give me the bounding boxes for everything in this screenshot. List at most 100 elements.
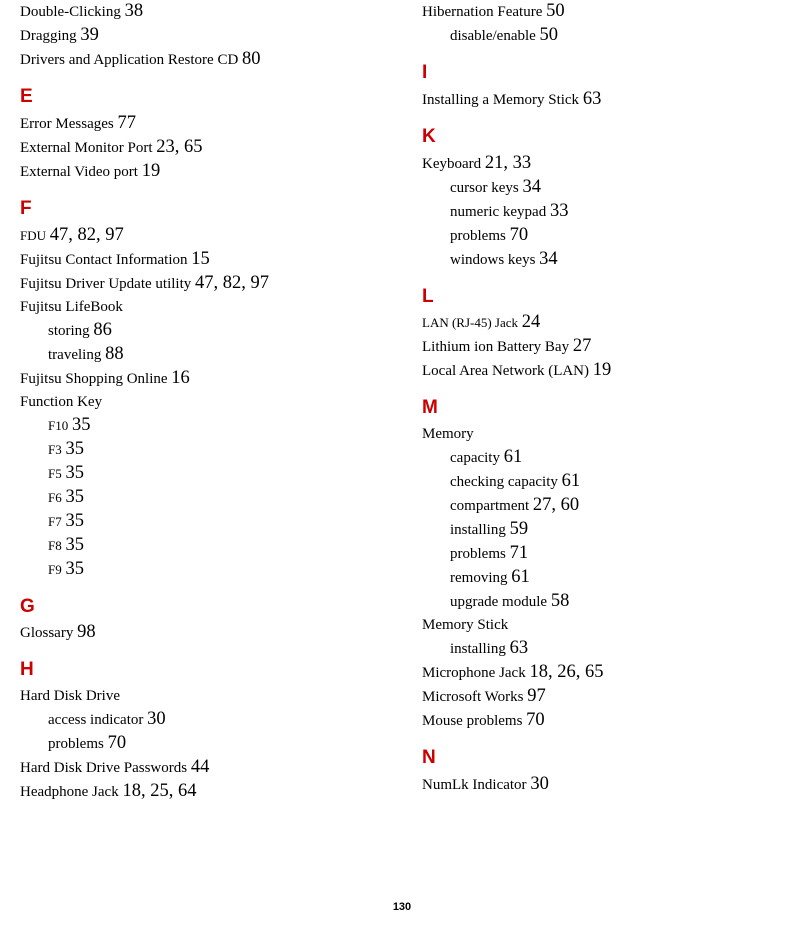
index-entry-label: Hard Disk Drive: [20, 688, 120, 704]
index-subentry: capacity 61: [422, 446, 784, 470]
index-entry: Hard Disk Drive: [20, 685, 382, 708]
index-entry-pages: 77: [117, 113, 136, 133]
index-entry-label: Glossary: [20, 625, 73, 641]
index-entry-pages: 35: [65, 559, 84, 579]
index-entry: Fujitsu Shopping Online 16: [20, 367, 382, 391]
index-entry-label: checking capacity: [450, 474, 558, 490]
index-entry-label: F6: [48, 490, 62, 505]
index-entry-label: Memory: [422, 426, 474, 442]
index-entry: FDU 47, 82, 97: [20, 224, 382, 248]
index-subentry: F3 35: [20, 438, 382, 462]
index-entry: Error Messages 77: [20, 112, 382, 136]
index-entry-pages: 61: [504, 447, 523, 467]
index-entry-pages: 30: [147, 709, 166, 729]
index-entry-pages: 21, 33: [485, 153, 531, 173]
index-entry-pages: 35: [72, 415, 91, 435]
index-subentry: F6 35: [20, 486, 382, 510]
index-entry-pages: 63: [510, 638, 529, 658]
index-entry-pages: 63: [583, 89, 602, 109]
index-entry: Memory: [422, 423, 784, 446]
index-letter-heading: L: [422, 286, 784, 309]
index-entry: Drivers and Application Restore CD 80: [20, 48, 382, 72]
index-entry: Dragging 39: [20, 24, 382, 48]
index-entry: Mouse problems 70: [422, 709, 784, 733]
index-entry-label: windows keys: [450, 252, 535, 268]
page-number: 130: [0, 901, 804, 913]
index-entry-label: F10: [48, 418, 68, 433]
index-entry-label: installing: [450, 641, 506, 657]
index-entry-label: removing: [450, 570, 508, 586]
index-entry-label: Hibernation Feature: [422, 4, 542, 20]
index-entry-label: compartment: [450, 498, 529, 514]
index-entry: Hard Disk Drive Passwords 44: [20, 756, 382, 780]
index-subentry: compartment 27, 60: [422, 494, 784, 518]
index-entry-pages: 35: [65, 487, 84, 507]
index-entry: Microphone Jack 18, 26, 65: [422, 661, 784, 685]
index-entry-pages: 71: [510, 543, 529, 563]
right-column: Hibernation Feature 50disable/enable 50I…: [422, 0, 784, 804]
index-subentry: problems 70: [20, 732, 382, 756]
index-entry: LAN (RJ-45) Jack 24: [422, 311, 784, 335]
index-subentry: F5 35: [20, 462, 382, 486]
index-entry: Hibernation Feature 50: [422, 0, 784, 24]
index-entry: Memory Stick: [422, 614, 784, 637]
index-entry-pages: 98: [77, 622, 96, 642]
index-entry-pages: 39: [80, 25, 99, 45]
index-entry-label: Lithium ion Battery Bay: [422, 339, 569, 355]
index-entry-pages: 44: [191, 757, 210, 777]
index-entry-pages: 33: [550, 201, 569, 221]
index-subentry: checking capacity 61: [422, 470, 784, 494]
index-entry-pages: 86: [93, 320, 112, 340]
index-entry-pages: 97: [527, 686, 546, 706]
index-entry-label: problems: [450, 228, 506, 244]
index-entry: Fujitsu Contact Information 15: [20, 248, 382, 272]
index-entry-pages: 35: [65, 463, 84, 483]
index-letter-heading: E: [20, 86, 382, 109]
index-subentry: F10 35: [20, 414, 382, 438]
index-entry-label: F8: [48, 538, 62, 553]
index-letter-heading: H: [20, 659, 382, 682]
index-entry-label: Keyboard: [422, 156, 481, 172]
index-entry-pages: 61: [562, 471, 581, 491]
index-entry-label: Memory Stick: [422, 617, 508, 633]
index-letter-heading: I: [422, 62, 784, 85]
index-letter-heading: N: [422, 747, 784, 770]
index-entry-pages: 70: [510, 225, 529, 245]
index-subentry: removing 61: [422, 566, 784, 590]
index-subentry: F8 35: [20, 534, 382, 558]
index-subentry: disable/enable 50: [422, 24, 784, 48]
index-entry: Fujitsu LifeBook: [20, 296, 382, 319]
index-entry-label: Microphone Jack: [422, 665, 526, 681]
index-entry-label: installing: [450, 522, 506, 538]
index-entry: External Video port 19: [20, 160, 382, 184]
index-subentry: problems 70: [422, 224, 784, 248]
index-entry: External Monitor Port 23, 65: [20, 136, 382, 160]
index-entry: Lithium ion Battery Bay 27: [422, 335, 784, 359]
index-entry-label: F7: [48, 514, 62, 529]
index-subentry: installing 59: [422, 518, 784, 542]
index-entry-label: Fujitsu LifeBook: [20, 299, 123, 315]
index-entry-pages: 58: [551, 591, 570, 611]
index-subentry: problems 71: [422, 542, 784, 566]
index-entry-pages: 50: [546, 1, 565, 21]
index-entry-label: access indicator: [48, 712, 143, 728]
index-entry-label: Local Area Network (LAN): [422, 363, 589, 379]
index-subentry: F7 35: [20, 510, 382, 534]
index-entry-label: problems: [450, 546, 506, 562]
left-column: Double-Clicking 38Dragging 39Drivers and…: [20, 0, 382, 804]
index-entry-label: Microsoft Works: [422, 689, 523, 705]
index-entry-pages: 59: [510, 519, 529, 539]
index-entry-label: Function Key: [20, 394, 102, 410]
index-entry-pages: 15: [191, 249, 210, 269]
index-entry: Fujitsu Driver Update utility 47, 82, 97: [20, 272, 382, 296]
index-entry-pages: 47, 82, 97: [195, 273, 269, 293]
columns: Double-Clicking 38Dragging 39Drivers and…: [20, 0, 784, 804]
index-entry-pages: 35: [65, 535, 84, 555]
index-subentry: upgrade module 58: [422, 590, 784, 614]
index-entry-pages: 18, 25, 64: [122, 781, 196, 801]
index-subentry: windows keys 34: [422, 248, 784, 272]
index-entry-label: LAN (RJ-45) Jack: [422, 315, 518, 330]
index-letter-heading: G: [20, 596, 382, 619]
index-entry-pages: 50: [540, 25, 559, 45]
index-subentry: access indicator 30: [20, 708, 382, 732]
